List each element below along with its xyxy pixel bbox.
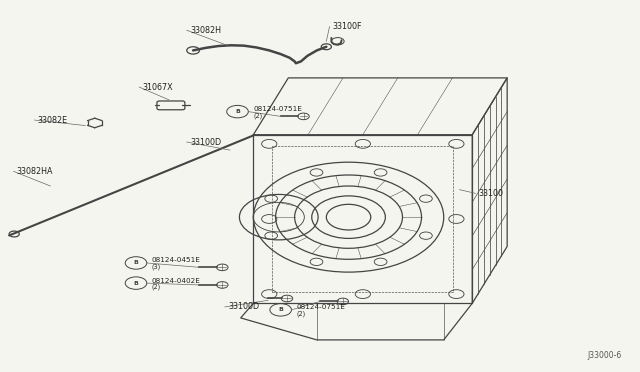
Text: B: B — [134, 280, 138, 286]
Text: 08124-0402E: 08124-0402E — [152, 278, 201, 283]
Text: 33082HA: 33082HA — [17, 167, 53, 176]
Text: 33100D: 33100D — [228, 302, 259, 311]
Text: 33082E: 33082E — [38, 116, 68, 125]
Text: 33100F: 33100F — [333, 22, 362, 31]
Text: 08124-0751E: 08124-0751E — [296, 304, 346, 310]
Text: B: B — [278, 307, 283, 312]
Text: 08124-0751E: 08124-0751E — [253, 106, 302, 112]
Text: 33100: 33100 — [479, 189, 504, 198]
Text: 31067X: 31067X — [142, 83, 173, 92]
Text: (2): (2) — [253, 112, 262, 119]
Text: J33000-6: J33000-6 — [587, 351, 621, 360]
Text: 33100D: 33100D — [190, 138, 221, 147]
Text: 08124-0451E: 08124-0451E — [152, 257, 201, 263]
Text: (3): (3) — [152, 263, 161, 270]
Text: (2): (2) — [296, 310, 306, 317]
Text: B: B — [235, 109, 240, 114]
Text: (2): (2) — [152, 283, 161, 290]
Text: B: B — [134, 260, 138, 266]
Text: 33082H: 33082H — [190, 26, 221, 35]
